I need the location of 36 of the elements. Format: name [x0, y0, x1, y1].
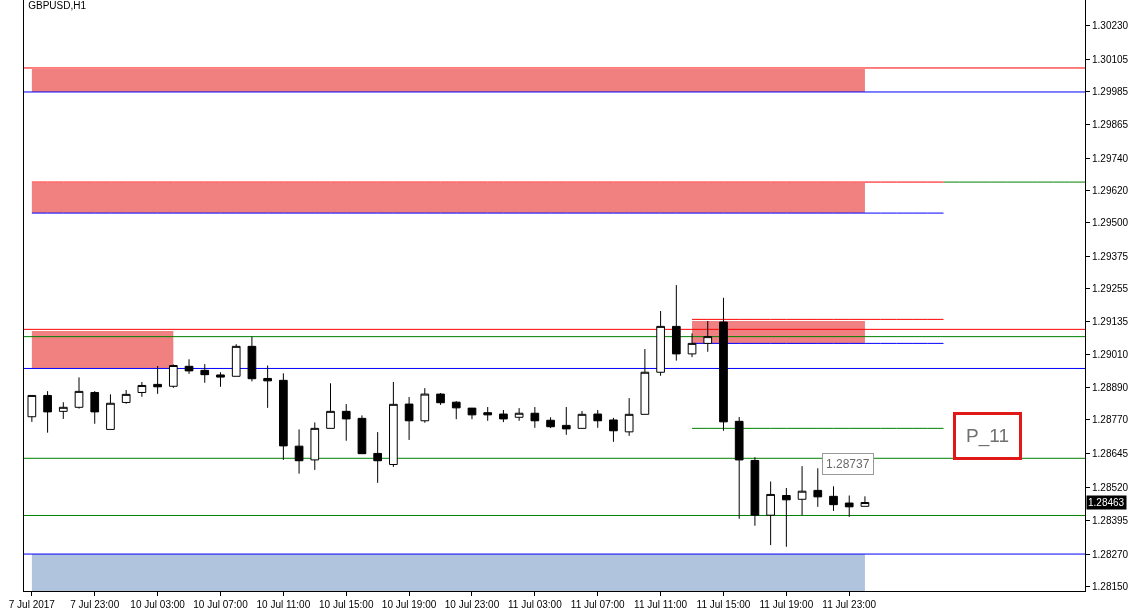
y-tick-label: 1.29500	[1092, 217, 1129, 229]
x-tick-label: 7 Jul 23:00	[70, 599, 120, 610]
x-tick-label: 11 Jul 03:00	[507, 599, 563, 610]
y-tick-label: 1.29010	[1092, 349, 1129, 361]
x-tick-label: 10 Jul 15:00	[318, 599, 374, 610]
y-tick-label: 1.29985	[1092, 86, 1129, 98]
y-tick-label: 1.28520	[1092, 481, 1129, 493]
x-tick-label: 10 Jul 11:00	[256, 599, 311, 610]
y-tick-label: 1.29135	[1092, 315, 1129, 327]
y-tick-label: 1.30105	[1092, 54, 1129, 66]
x-tick-label: 11 Jul 07:00	[570, 599, 626, 610]
y-tick-label: 1.29375	[1092, 251, 1129, 263]
x-tick-label: 11 Jul 15:00	[696, 599, 751, 610]
x-tick-label: 10 Jul 19:00	[381, 599, 437, 610]
y-tick-label: 1.28150	[1092, 581, 1129, 593]
x-tick-label: 11 Jul 23:00	[822, 599, 877, 610]
annotation: 1.28737	[826, 457, 870, 471]
x-tick-label: 10 Jul 03:00	[130, 599, 186, 610]
x-tick-label: 11 Jul 11:00	[634, 599, 688, 610]
y-tick-label: 1.28770	[1092, 414, 1129, 426]
x-tick-label: 10 Jul 07:00	[193, 599, 249, 610]
y-tick-label: 1.28270	[1092, 549, 1129, 561]
annotation: P_11	[966, 425, 1009, 447]
x-tick-label: 10 Jul 23:00	[444, 599, 500, 610]
y-tick-label: 1.29255	[1092, 283, 1129, 295]
y-tick-label: 1.28645	[1092, 447, 1129, 459]
x-tick-label: 7 Jul 2017	[8, 599, 56, 610]
chart-title: GBPUSD,H1	[28, 0, 87, 12]
y-tick-label: 1.30230	[1092, 20, 1129, 32]
y-tick-label: 1.28395	[1092, 515, 1129, 527]
x-tick-label: 11 Jul 19:00	[759, 599, 814, 610]
y-tick-label: 1.29620	[1092, 184, 1129, 196]
annotation: 1.28463	[1088, 497, 1125, 508]
y-tick-label: 1.29865	[1092, 118, 1129, 130]
y-tick-label: 1.28890	[1092, 381, 1129, 393]
y-tick-label: 1.29740	[1092, 152, 1129, 164]
